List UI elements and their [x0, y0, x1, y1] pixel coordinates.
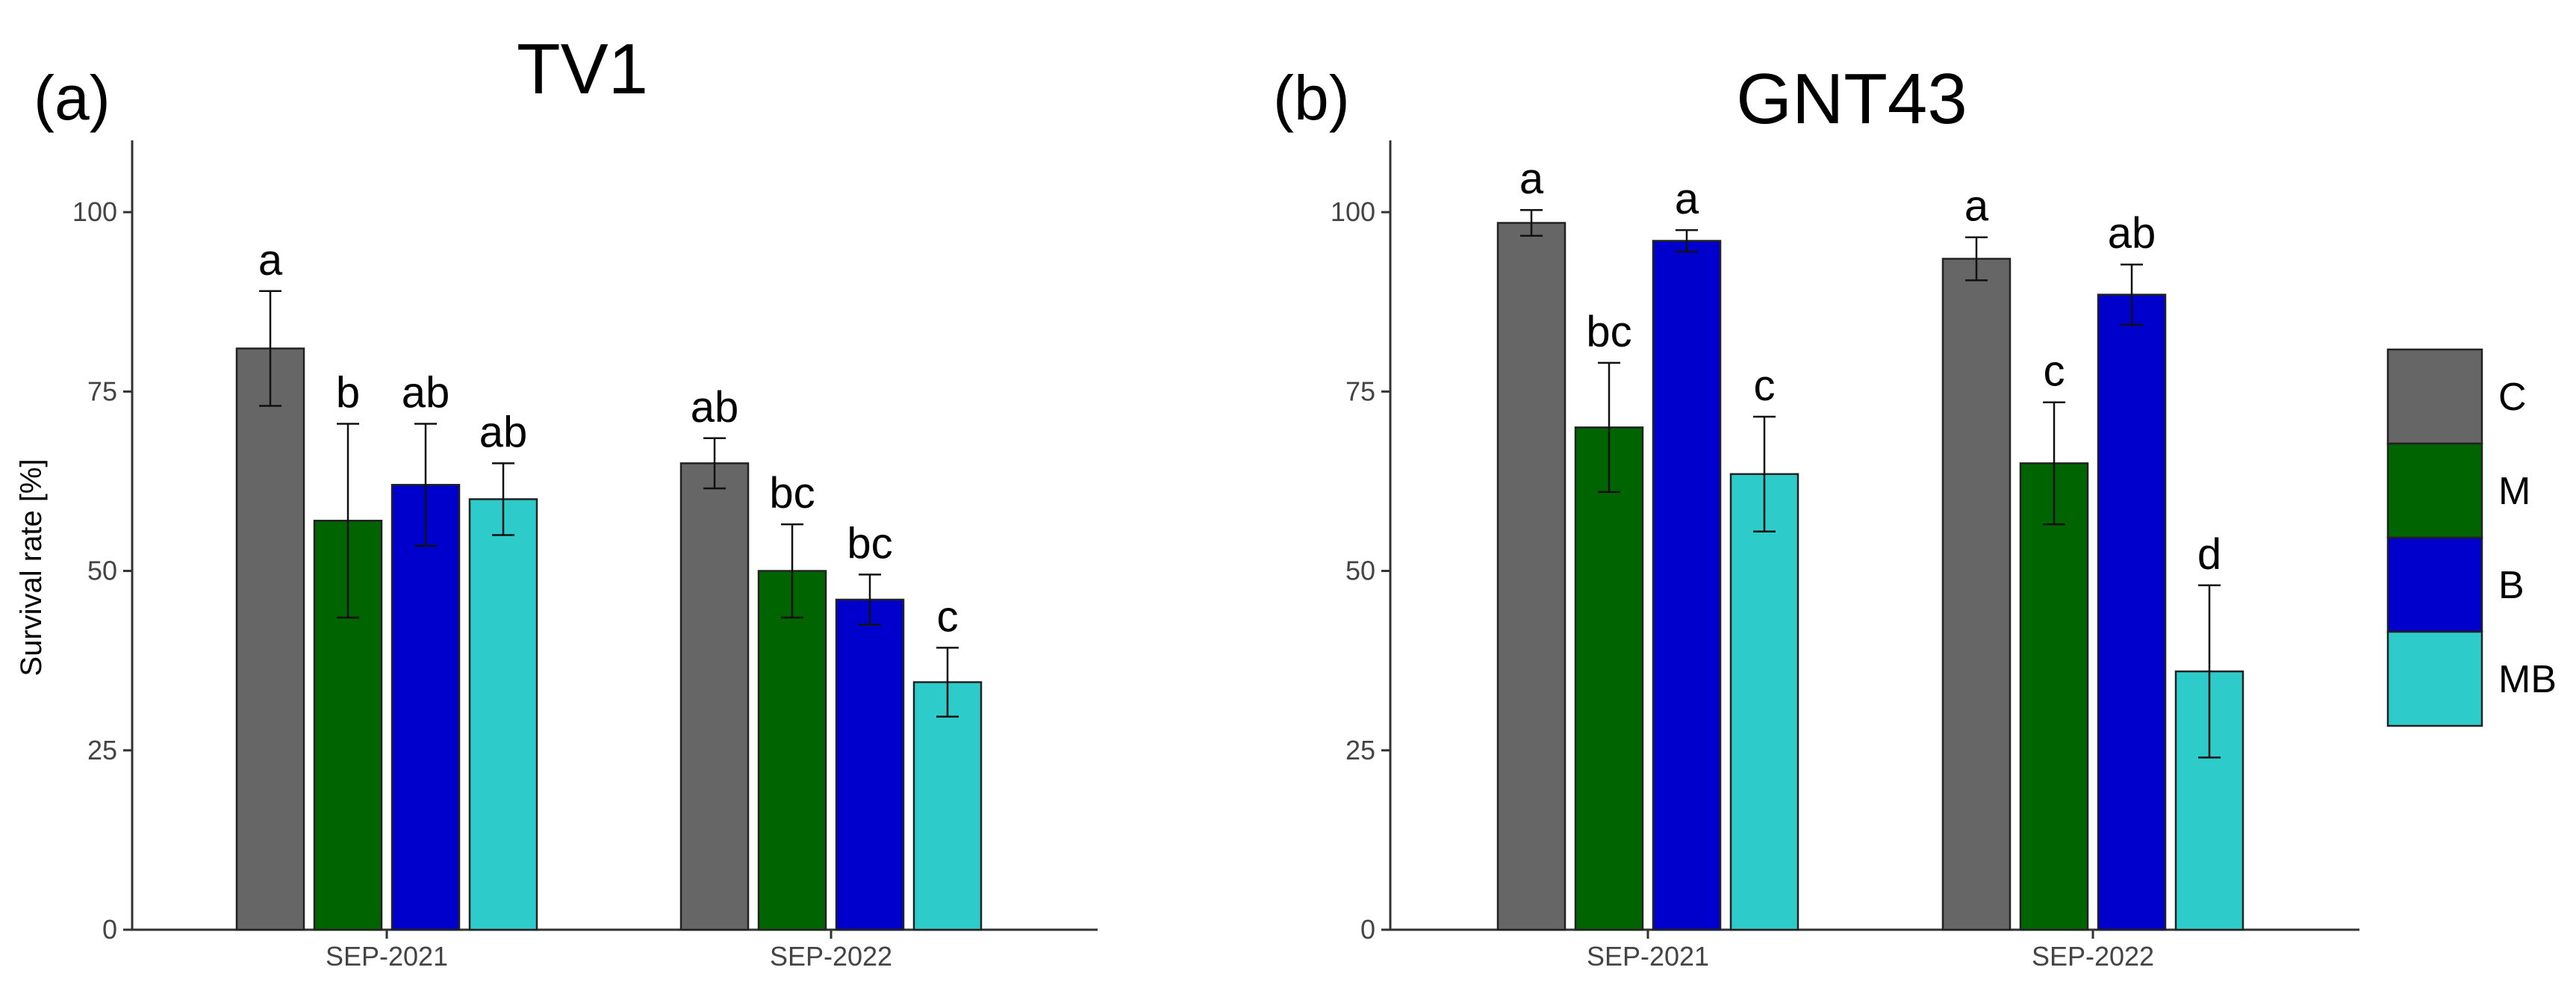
- x-tick-label: SEP-2021: [1587, 941, 1709, 972]
- y-axis-label: Survival rate [%]: [15, 459, 48, 676]
- legend-swatch-c: [2386, 348, 2483, 445]
- bar-c: [1496, 222, 1567, 931]
- significance-label: c: [937, 592, 959, 641]
- significance-label: bc: [769, 469, 815, 518]
- significance-label: c: [1754, 361, 1776, 410]
- y-tick-label: 100: [1331, 196, 1375, 227]
- chart-title: TV1: [517, 29, 648, 109]
- y-tick-label: 100: [72, 196, 117, 227]
- significance-label: a: [1964, 182, 1989, 231]
- bar-mb: [912, 681, 983, 931]
- bar-mb: [1729, 473, 1799, 931]
- bar-b: [391, 483, 461, 931]
- significance-label: a: [258, 236, 283, 285]
- y-tick-label: 0: [1360, 914, 1375, 945]
- legend-label-c: C: [2498, 376, 2527, 419]
- significance-label: a: [1519, 155, 1544, 203]
- significance-label: ab: [402, 369, 450, 417]
- bar-b: [835, 598, 905, 931]
- x-tick-label: SEP-2022: [770, 941, 892, 972]
- bar-c: [679, 462, 750, 931]
- panel-label: (a): [34, 63, 111, 133]
- legend-swatch-b: [2386, 536, 2483, 633]
- y-tick-label: 25: [87, 735, 117, 765]
- x-tick-label: SEP-2021: [326, 941, 448, 972]
- y-tick-label: 50: [87, 556, 117, 586]
- significance-label: ab: [2108, 209, 2156, 258]
- legend-label-b: B: [2498, 564, 2524, 607]
- significance-label: bc: [1586, 308, 1631, 356]
- significance-label: ab: [691, 383, 739, 432]
- chart-title: GNT43: [1736, 59, 1967, 139]
- bar-b: [1652, 240, 1722, 931]
- bar-c: [235, 347, 305, 931]
- y-tick-label: 25: [1345, 735, 1375, 765]
- bar-b: [2097, 293, 2167, 931]
- y-tick-label: 75: [87, 376, 117, 406]
- y-tick-label: 75: [1345, 376, 1375, 406]
- significance-label: d: [2197, 530, 2221, 579]
- legend-label-m: M: [2498, 470, 2530, 513]
- legend-label-mb: MB: [2498, 658, 2557, 701]
- panel-label: (b): [1273, 63, 1350, 133]
- bar-m: [2019, 462, 2089, 931]
- panel-b: (b) GNT430255075100SEP-2021abcacSEP-2022a…: [1273, 59, 2359, 972]
- significance-label: c: [2044, 347, 2065, 396]
- significance-label: b: [336, 369, 360, 417]
- legend-swatch-mb: [2386, 630, 2483, 727]
- bar-c: [1941, 258, 2012, 931]
- legend-swatch-m: [2386, 442, 2483, 539]
- bar-m: [757, 570, 827, 931]
- bar-mb: [468, 498, 538, 931]
- significance-label: ab: [479, 408, 528, 456]
- y-tick-label: 0: [102, 914, 117, 945]
- x-tick-label: SEP-2022: [2032, 941, 2154, 972]
- y-tick-label: 50: [1345, 556, 1375, 586]
- bar-m: [1574, 426, 1644, 931]
- panel-a: (a) TV1 Survival rate [%] 0 25 50 75 100 SEP-202…: [15, 29, 1098, 972]
- significance-label: bc: [847, 519, 892, 568]
- significance-label: a: [1675, 175, 1699, 223]
